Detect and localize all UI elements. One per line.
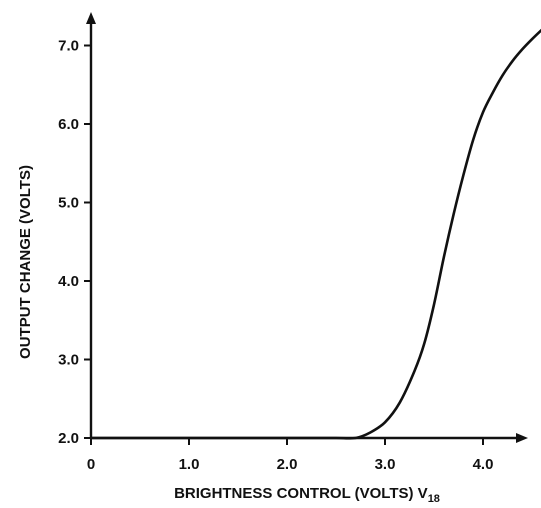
- y-tick-label: 4.0: [58, 273, 79, 290]
- y-axis-arrow: [86, 12, 96, 24]
- x-tick-label: 2.0: [277, 456, 298, 473]
- y-axis-title: OUTPUT CHANGE (VOLTS): [17, 165, 34, 359]
- y-tick-label: 7.0: [58, 38, 79, 55]
- y-tick-label: 3.0: [58, 352, 79, 369]
- x-tick-label: 3.0: [375, 456, 396, 473]
- series-group: [89, 28, 541, 440]
- y-tick-label: 2.0: [58, 430, 79, 447]
- x-axis-arrow: [516, 433, 528, 443]
- x-tick-label: 4.0: [473, 456, 494, 473]
- tick-labels: 0 1.0 2.0 3.0 4.0 2.0 3.0 4.0 5.0 6.0 7.0: [58, 38, 493, 474]
- y-tick-label: 5.0: [58, 195, 79, 212]
- x-axis-title-subscript: 18: [428, 493, 440, 505]
- axes: [86, 12, 528, 443]
- x-axis-title-main: BRIGHTNESS CONTROL (VOLTS) V: [174, 485, 428, 502]
- y-tick-label: 6.0: [58, 116, 79, 133]
- series-line: [89, 28, 541, 440]
- x-tick-label: 0: [87, 456, 95, 473]
- x-axis-title: BRIGHTNESS CONTROL (VOLTS) V18: [174, 485, 440, 505]
- tick-marks: [84, 44, 484, 445]
- x-tick-label: 1.0: [179, 456, 200, 473]
